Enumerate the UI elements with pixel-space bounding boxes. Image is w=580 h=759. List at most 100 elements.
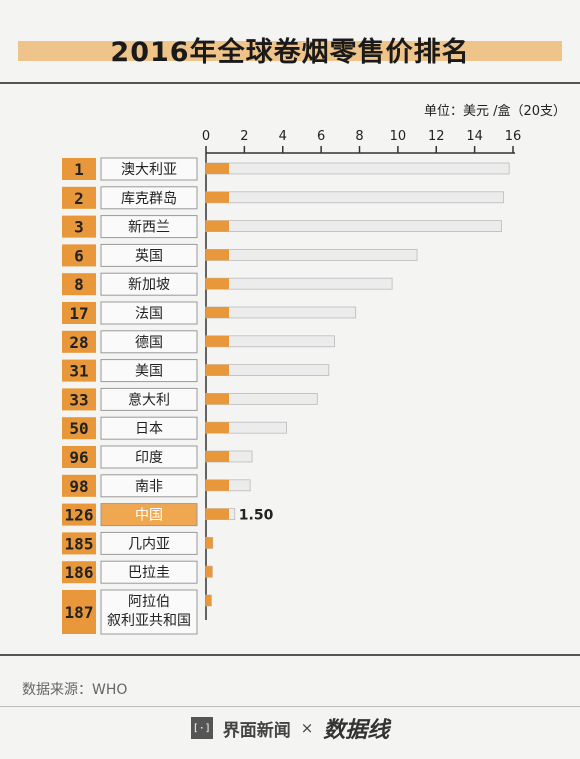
- rank-box: [62, 186, 96, 209]
- rank-label: 96: [69, 448, 88, 467]
- country-box: [100, 560, 198, 584]
- rank-box: [62, 474, 96, 497]
- rank-box: [62, 330, 96, 353]
- rank-box: [62, 417, 96, 440]
- country-box: [100, 445, 198, 469]
- bar-fill: [206, 422, 229, 434]
- bar-fill: [206, 508, 229, 520]
- rank-label: 185: [65, 534, 94, 553]
- country-box: [100, 243, 198, 267]
- country-box: [100, 387, 198, 411]
- rank-box: [62, 503, 96, 526]
- x-tick-label: 8: [355, 129, 363, 144]
- bar-fill: [206, 364, 229, 376]
- data-label: 1.50: [239, 508, 274, 524]
- divider-footer: [0, 706, 580, 707]
- rank-label: 126: [65, 506, 94, 525]
- x-tick-label: 10: [390, 129, 407, 144]
- bar-fill: [206, 163, 229, 174]
- rank-label: 3: [74, 218, 84, 237]
- unit-label: 单位：美元 /盒（20支）: [423, 104, 566, 119]
- country-box: [100, 531, 198, 555]
- bar-chart: 0 2 4 6 8 10 12 14 16 1 澳大利亚 2 库克群岛 3 新西兰 6 英国 8 新加坡 17 法国 28…: [62, 129, 522, 635]
- bar-track: [205, 248, 418, 261]
- rank-box: [62, 446, 96, 468]
- country-label: 叙利亚共和国: [107, 612, 191, 629]
- bar-fill: [206, 220, 229, 232]
- rank-label: 187: [65, 603, 94, 622]
- rank-label: 33: [69, 390, 88, 409]
- page-title: 2016年全球卷烟零售价排名: [110, 37, 470, 68]
- bar-fill: [206, 393, 229, 405]
- bar-fill: [206, 249, 229, 261]
- rank-label: 50: [69, 419, 88, 438]
- country-label: 法国: [135, 306, 163, 322]
- divider-top: [0, 82, 580, 84]
- country-box: [100, 330, 198, 354]
- country-box: [100, 215, 198, 239]
- rank-label: 1: [74, 160, 84, 179]
- bar-fill: [206, 479, 229, 491]
- bar-fill: [206, 335, 229, 347]
- country-label: 中国: [135, 508, 163, 524]
- rank-label: 98: [69, 477, 88, 496]
- rank-box: [62, 215, 96, 238]
- country-label: 南非: [135, 479, 163, 495]
- country-box: [100, 474, 198, 498]
- divider-bottom: [0, 654, 580, 656]
- rank-box: [62, 244, 96, 267]
- rank-box: [62, 561, 96, 584]
- rank-box: [62, 388, 96, 411]
- country-box: [100, 301, 198, 325]
- x-tick-label: 0: [202, 129, 210, 144]
- bar-fill: [206, 537, 213, 549]
- bar-fill: [206, 566, 213, 578]
- country-box: [100, 416, 198, 440]
- bar-fill: [206, 451, 229, 462]
- rank-box: [62, 359, 96, 382]
- brand-separator: ×: [300, 719, 314, 737]
- country-box: [100, 589, 198, 635]
- country-label: 德国: [135, 335, 163, 351]
- brand-datawire: 数据线: [323, 718, 390, 743]
- country-label: 美国: [135, 364, 163, 380]
- rank-label: 17: [69, 304, 88, 323]
- rank-box: [62, 273, 96, 296]
- rank-label: 31: [69, 362, 88, 381]
- country-label: 几内亚: [128, 536, 170, 552]
- country-box: [100, 272, 198, 296]
- rank-box: [62, 532, 96, 555]
- x-tick-label: 16: [505, 129, 522, 144]
- country-box: [100, 186, 198, 210]
- bar-track: [205, 277, 393, 290]
- brand-jiemian: 界面新闻: [222, 720, 291, 741]
- country-label: 澳大利亚: [121, 162, 177, 178]
- bar-track: [205, 191, 504, 204]
- jiemian-logo-icon: [·]: [190, 717, 213, 739]
- rank-label: 2: [74, 189, 84, 208]
- country-label: 新加坡: [128, 277, 170, 293]
- country-label: 英国: [135, 247, 163, 264]
- x-tick-label: 6: [317, 129, 325, 144]
- country-box: [100, 503, 198, 527]
- country-box: [100, 359, 198, 383]
- rank-box: [62, 158, 96, 180]
- bar-fill: [206, 307, 229, 318]
- x-tick-label: 14: [466, 129, 483, 144]
- country-label: 日本: [135, 421, 163, 437]
- rank-box: [62, 302, 96, 324]
- bar-fill: [206, 595, 212, 606]
- rank-label: 8: [74, 275, 84, 294]
- country-box: [100, 157, 198, 181]
- country-label: 阿拉伯: [128, 594, 170, 610]
- country-label: 印度: [135, 450, 163, 466]
- x-tick-label: 2: [240, 129, 248, 144]
- x-tick-label: 4: [279, 129, 287, 144]
- rank-label: 186: [65, 563, 94, 582]
- footer-brand: [·] 界面新闻 × 数据线: [0, 712, 580, 744]
- bar-track: [205, 220, 502, 232]
- country-label: 库克群岛: [121, 191, 177, 207]
- source-label: 数据来源：WHO: [22, 682, 128, 698]
- title-band: [18, 41, 562, 61]
- bar-track: [205, 162, 510, 175]
